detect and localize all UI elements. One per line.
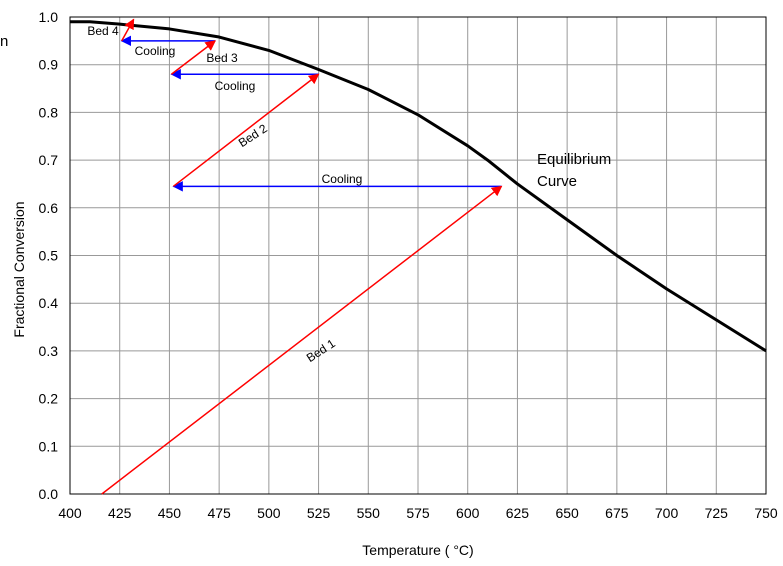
x-tick-label: 400 [58,505,82,521]
y-tick-label: 0.6 [39,200,59,216]
bed-label-1: Bed 1 [304,336,338,365]
x-tick-label: 525 [307,505,331,521]
equilibrium-label-line2: Curve [537,173,577,190]
equilibrium-curve [70,20,767,353]
x-tick-label: 725 [705,505,729,521]
x-tick-label: 500 [257,505,281,521]
y-tick-label: 0.8 [39,104,59,120]
x-tick-label: 575 [406,505,430,521]
x-tick-label: 650 [555,505,579,521]
plot-frame [69,16,767,495]
bed-label-3: Bed 3 [206,51,238,65]
y-tick-label: 0.3 [39,343,59,359]
y-tick-labels: 0.0 0.1 0.2 0.3 0.4 0.5 0.6 0.7 0.8 0.9 1.0 [39,9,59,502]
cooling-label-2: Cooling [215,79,256,93]
x-axis-title: Temperature ( °C) [362,542,473,558]
bed-arrow-2 [172,73,320,187]
y-tick-label: 0.2 [39,391,59,407]
y-tick-label: 0.5 [39,248,59,264]
cooling-label-3: Cooling [135,44,176,58]
x-tick-label: 675 [605,505,629,521]
y-axis-title: Fractional Conversion [11,201,27,337]
cooling-label-1: Cooling [322,172,363,186]
x-tick-label: 750 [754,505,778,521]
x-tick-label: 625 [506,505,530,521]
y-tick-label: 0.9 [39,57,59,73]
x-tick-label: 700 [655,505,679,521]
bed-label-4: Bed 4 [87,24,119,38]
stray-label: n [0,33,9,50]
y-tick-label: 0.1 [39,438,59,454]
y-tick-label: 0.0 [39,486,59,502]
x-tick-label: 425 [108,505,132,521]
y-tick-label: 0.7 [39,152,59,168]
series [70,18,767,495]
x-tick-label: 550 [357,505,381,521]
x-tick-labels: 400 425 450 475 500 525 550 575 600 625 650 675 700 7… [58,505,778,521]
x-tick-label: 600 [456,505,480,521]
equilibrium-label-line1: Equilibrium [537,151,611,168]
y-tick-label: 0.4 [39,295,59,311]
bed-arrow-4 [121,18,135,42]
y-tick-label: 1.0 [39,9,59,25]
grid [69,16,767,495]
x-tick-label: 450 [158,505,182,521]
bed-arrow-3 [170,40,217,75]
x-tick-label: 475 [207,505,231,521]
bed-arrow-1 [101,185,503,495]
